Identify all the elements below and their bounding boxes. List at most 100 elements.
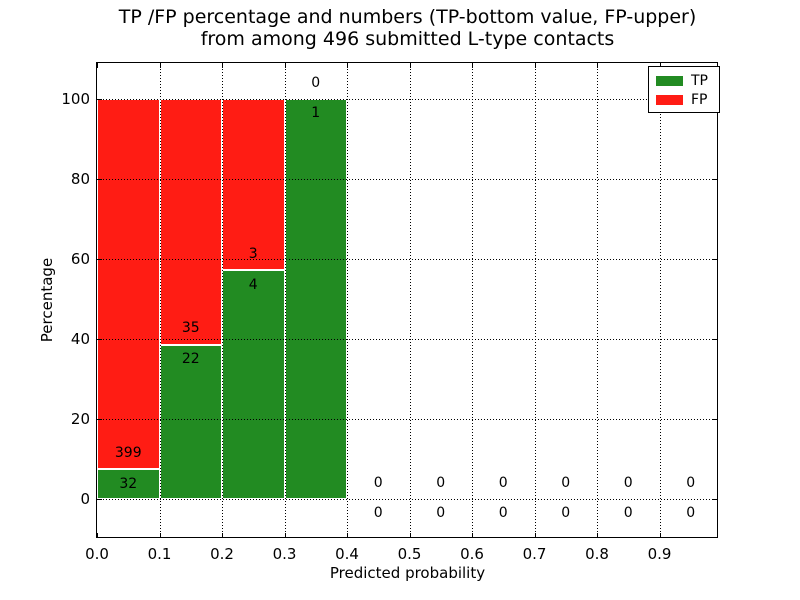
x-tick bbox=[472, 533, 473, 538]
x-tick-label: 0.6 bbox=[460, 545, 484, 563]
tp-count-label: 4 bbox=[248, 276, 258, 293]
tp-count-label: 32 bbox=[119, 475, 138, 492]
tp-count-label: 0 bbox=[373, 505, 383, 522]
fp-count-label: 399 bbox=[114, 444, 142, 461]
y-tick bbox=[97, 499, 102, 500]
y-gridline bbox=[97, 339, 718, 340]
x-tick bbox=[409, 63, 411, 68]
bar-segment-fp bbox=[97, 99, 160, 470]
fp-count-label: 0 bbox=[623, 474, 633, 491]
bar-segment-tp bbox=[97, 469, 160, 499]
x-tick bbox=[534, 533, 536, 538]
y-tick bbox=[97, 339, 102, 340]
x-tick bbox=[284, 533, 286, 538]
fp-count-label: 0 bbox=[498, 474, 508, 491]
x-tick bbox=[659, 533, 661, 538]
chart-title-line1: TP /FP percentage and numbers (TP-bottom… bbox=[118, 6, 697, 28]
x-gridline bbox=[284, 63, 286, 538]
x-tick-label: 0.1 bbox=[147, 545, 172, 563]
x-tick bbox=[534, 63, 536, 68]
x-tick-label: 0.8 bbox=[585, 545, 609, 563]
tp-count-label: 0 bbox=[686, 505, 696, 522]
fp-count-label: 35 bbox=[181, 320, 200, 337]
legend-entry-fp: FP bbox=[656, 90, 719, 109]
y-tick bbox=[97, 179, 102, 180]
x-gridline bbox=[347, 63, 348, 538]
x-tick-label: 0.3 bbox=[272, 545, 297, 563]
x-gridline bbox=[222, 63, 223, 538]
y-tick-label: 40 bbox=[70, 330, 90, 348]
y-tick-label: 80 bbox=[70, 170, 90, 188]
x-axis-label: Predicted probability bbox=[329, 564, 486, 582]
bar-segment-fp bbox=[222, 99, 285, 271]
x-tick bbox=[409, 533, 411, 538]
x-tick bbox=[284, 63, 286, 68]
x-tick-label: 0.7 bbox=[522, 545, 547, 563]
y-tick bbox=[713, 419, 718, 420]
y-gridline bbox=[97, 499, 718, 500]
bar-segment-tp bbox=[284, 99, 347, 499]
y-gridline bbox=[97, 419, 718, 420]
x-gridline bbox=[159, 63, 161, 538]
bar-segment-tp bbox=[159, 344, 222, 499]
y-gridline bbox=[97, 259, 718, 260]
fp-count-label: 0 bbox=[373, 474, 383, 491]
x-gridline bbox=[597, 63, 598, 538]
x-tick-label: 0.9 bbox=[647, 545, 672, 563]
chart-title-line2: from among 496 submitted L-type contacts bbox=[200, 28, 615, 50]
y-tick bbox=[97, 259, 102, 260]
x-tick bbox=[159, 63, 161, 68]
x-tick bbox=[222, 533, 223, 538]
x-tick bbox=[97, 63, 98, 68]
y-tick bbox=[713, 179, 718, 180]
x-tick bbox=[472, 63, 473, 68]
fp-count-label: 0 bbox=[686, 474, 696, 491]
x-tick-label: 0.0 bbox=[85, 545, 109, 563]
y-tick-label: 20 bbox=[70, 410, 90, 428]
tp-count-label: 22 bbox=[181, 351, 200, 367]
tp-count-label: 0 bbox=[623, 505, 633, 522]
x-tick bbox=[597, 63, 598, 68]
x-gridline bbox=[659, 63, 661, 538]
fp-count-label: 0 bbox=[311, 74, 321, 91]
x-tick-label: 0.2 bbox=[210, 545, 234, 563]
legend-swatch-tp bbox=[656, 75, 683, 86]
tp-count-label: 1 bbox=[311, 105, 321, 122]
fp-count-label: 0 bbox=[561, 474, 571, 491]
tp-count-label: 0 bbox=[436, 505, 446, 522]
y-tick bbox=[97, 419, 102, 420]
legend-label-tp: TP bbox=[691, 72, 708, 89]
legend: TP FP bbox=[648, 66, 720, 113]
fp-count-label: 3 bbox=[248, 246, 258, 263]
x-tick bbox=[159, 533, 161, 538]
bar-segment-fp bbox=[159, 99, 222, 345]
x-tick bbox=[347, 63, 348, 68]
y-tick-label: 0 bbox=[80, 490, 90, 508]
y-gridline bbox=[97, 179, 718, 180]
x-gridline bbox=[409, 63, 411, 538]
x-tick bbox=[597, 533, 598, 538]
tp-count-label: 0 bbox=[498, 505, 508, 522]
legend-entry-tp: TP bbox=[656, 71, 719, 90]
y-tick bbox=[713, 339, 718, 340]
fp-count-label: 0 bbox=[436, 474, 446, 491]
chart-title: TP /FP percentage and numbers (TP-bottom… bbox=[97, 6, 718, 50]
x-tick bbox=[659, 63, 661, 68]
legend-swatch-fp bbox=[656, 94, 683, 105]
y-tick bbox=[97, 99, 102, 100]
y-tick bbox=[713, 499, 718, 500]
x-gridline bbox=[472, 63, 473, 538]
y-tick-label: 100 bbox=[61, 90, 90, 108]
legend-label-fp: FP bbox=[691, 91, 708, 108]
y-axis-label: Percentage bbox=[38, 257, 56, 343]
x-tick bbox=[222, 63, 223, 68]
x-tick-label: 0.4 bbox=[335, 545, 359, 563]
x-tick-label: 0.5 bbox=[397, 545, 422, 563]
y-tick-label: 60 bbox=[70, 250, 90, 268]
tp-count-label: 0 bbox=[561, 505, 571, 522]
bar-segment-tp bbox=[222, 270, 285, 499]
y-gridline bbox=[97, 99, 718, 100]
x-tick bbox=[97, 533, 98, 538]
x-gridline bbox=[534, 63, 536, 538]
